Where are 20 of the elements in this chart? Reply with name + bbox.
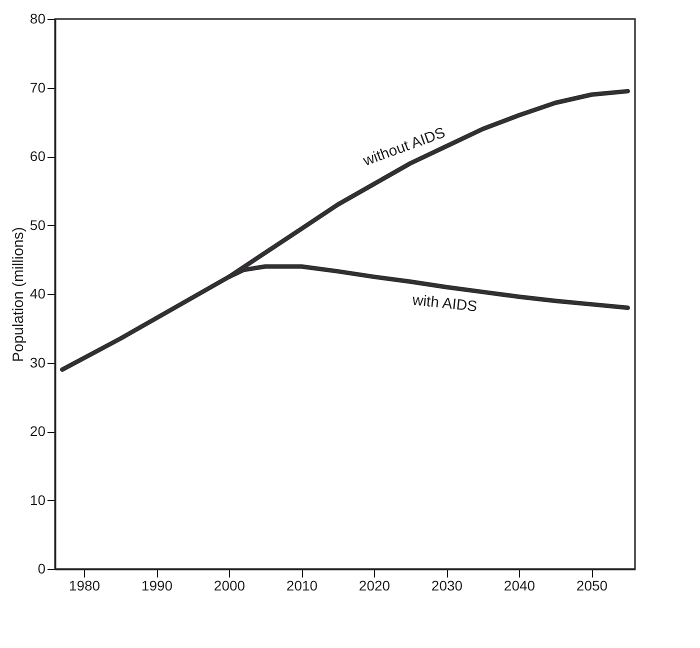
x-tick-label: 2000 <box>214 578 246 594</box>
x-tick-label: 2050 <box>576 578 608 594</box>
y-axis-title: Population (millions) <box>10 226 27 362</box>
y-tick-label: 0 <box>38 560 46 576</box>
x-tick-label: 2010 <box>286 578 318 594</box>
y-tick-label: 40 <box>30 286 46 302</box>
x-tick-label: 2030 <box>431 578 463 594</box>
y-tick-label: 60 <box>30 148 46 164</box>
y-tick-label: 70 <box>30 79 46 96</box>
x-tick-label: 1990 <box>141 578 173 594</box>
annotation: without AIDS <box>360 124 448 170</box>
y-tick-label: 10 <box>30 492 46 508</box>
x-tick-label: 1980 <box>68 578 100 594</box>
y-tick-label: 30 <box>30 354 46 370</box>
y-tick-label: 80 <box>30 10 46 26</box>
x-tick-label: 2040 <box>504 578 536 594</box>
y-tick-label: 50 <box>30 216 46 233</box>
y-tick-label: 20 <box>30 423 46 439</box>
annotation: with AIDS <box>410 292 478 316</box>
x-tick-label: 2020 <box>358 578 390 594</box>
